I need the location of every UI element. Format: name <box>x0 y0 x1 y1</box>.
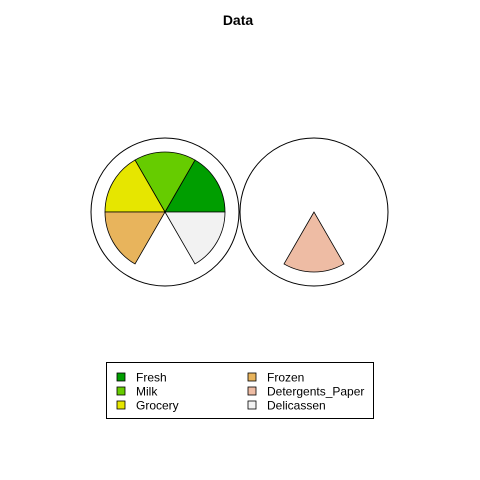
legend-label-detergents-paper: Detergents_Paper <box>267 385 364 399</box>
legend-box <box>106 362 374 419</box>
legend-swatch-detergents-paper <box>247 386 257 396</box>
star-1 <box>90 137 240 287</box>
stars-layer <box>90 137 389 287</box>
star-1-segment-fresh <box>164 159 226 213</box>
legend-label-delicassen: Delicassen <box>267 399 326 413</box>
star-2 <box>239 137 389 287</box>
legend-label-grocery: Grocery <box>136 399 179 413</box>
legend-swatch-delicassen <box>247 400 257 410</box>
legend-swatch-grocery <box>116 400 126 410</box>
star-2-segment-detergents-paper <box>283 211 345 273</box>
legend-label-milk: Milk <box>136 385 158 399</box>
star-1-segment-frozen <box>104 211 166 265</box>
legend-label-fresh: Fresh <box>136 371 167 385</box>
star-1-segment-milk <box>134 151 196 213</box>
legend-swatch-frozen <box>247 372 257 382</box>
star-1-outline <box>90 137 240 287</box>
legend-swatch-fresh <box>116 372 126 382</box>
star-1-segment-grocery <box>104 159 166 213</box>
legend-swatch-milk <box>116 386 126 396</box>
chart-title: Data <box>223 12 254 28</box>
legend-label-frozen: Frozen <box>267 371 304 385</box>
star-2-outline <box>239 137 389 287</box>
star-1-segment-delicassen <box>164 211 226 265</box>
